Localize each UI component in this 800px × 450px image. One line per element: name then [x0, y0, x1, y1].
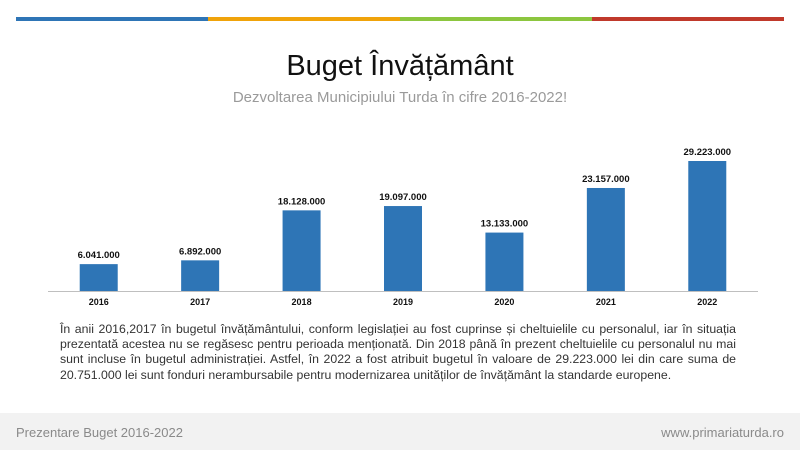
x-tick-label-2021: 2021	[596, 297, 616, 307]
x-tick-label-2022: 2022	[697, 297, 717, 307]
top-bar-segment-red	[592, 17, 784, 21]
x-tick-label-2019: 2019	[393, 297, 413, 307]
bar-chart: 6.041.000 2016 6.892.000 2017 18.128.000 2018…	[48, 147, 758, 307]
bar-2016	[79, 264, 118, 291]
data-label-2020: 13.133.000	[481, 219, 529, 230]
slide-subtitle: Dezvoltarea Municipiului Turda în cifre …	[232, 89, 568, 106]
bars-group: 6.041.000 2016 6.892.000 2017 18.128.000 2018…	[78, 147, 731, 307]
x-tick-label-2016: 2016	[89, 297, 109, 307]
slide-title: Buget Învățământ	[286, 50, 514, 82]
data-label-2022: 29.223.000	[684, 147, 732, 158]
footer: Prezentare Buget 2016-2022 www.primariat…	[0, 413, 800, 450]
bar-2017	[181, 260, 220, 291]
data-label-2018: 18.128.000	[278, 196, 326, 207]
description-text: În anii 2016,2017 în bugetul învățământu…	[60, 322, 736, 382]
bar-2019	[384, 206, 422, 291]
bar-2021	[586, 187, 625, 291]
data-label-2019: 19.097.000	[379, 192, 427, 203]
top-bar-segment-blue	[16, 17, 208, 21]
top-color-bar	[16, 17, 784, 21]
data-label-2021: 23.157.000	[582, 174, 630, 185]
bar-2018	[282, 210, 321, 291]
x-tick-label-2018: 2018	[292, 297, 312, 307]
top-bar-segment-green	[400, 17, 592, 21]
bar-2022	[688, 161, 727, 291]
data-label-2017: 6.892.000	[179, 246, 221, 257]
footer-website-link[interactable]: www.primariaturda.ro	[661, 425, 784, 440]
data-label-2016: 6.041.000	[78, 250, 120, 261]
x-tick-label-2017: 2017	[190, 297, 210, 307]
x-tick-label-2020: 2020	[494, 297, 514, 307]
bar-2020	[485, 232, 524, 291]
top-bar-segment-orange	[208, 17, 400, 21]
footer-title: Prezentare Buget 2016-2022	[16, 425, 183, 440]
